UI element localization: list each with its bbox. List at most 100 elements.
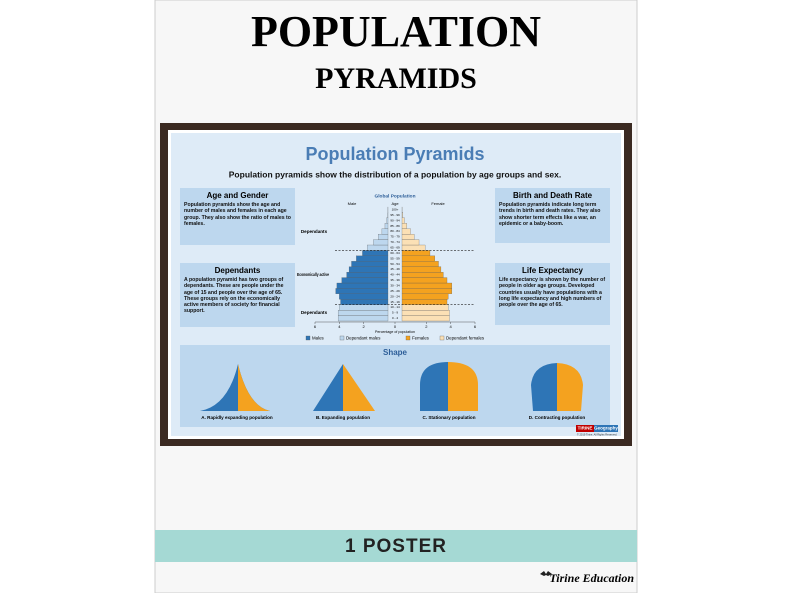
age-label: 5 - 9 <box>392 311 398 315</box>
age-label: 55 - 59 <box>390 256 400 260</box>
left-label: Male <box>348 201 357 206</box>
chart-title: Global Population <box>374 193 415 199</box>
age-label: 40 - 44 <box>390 273 400 277</box>
bar <box>401 212 403 218</box>
bar <box>401 304 449 311</box>
info-box <box>495 188 610 243</box>
category-label: Age <box>391 201 399 206</box>
shape-b-right <box>343 364 375 411</box>
info-boxes: Age and Gender Population pyramids show t… <box>180 188 610 327</box>
bar <box>381 228 389 235</box>
info-box <box>180 263 295 327</box>
legend-swatch <box>405 335 411 341</box>
bar <box>401 310 450 316</box>
age-label: 35 - 39 <box>390 278 400 282</box>
bar <box>341 277 389 284</box>
age-label: 0 - 4 <box>392 316 398 320</box>
annotation: Economically active <box>297 272 329 277</box>
bar <box>401 266 442 273</box>
age-label: 45 - 49 <box>390 267 400 271</box>
butterfly-icon <box>540 571 552 576</box>
info-box-heading: Life Expectancy <box>522 266 583 275</box>
info-box-body: A population pyramid has two groups of d… <box>184 277 284 315</box>
bar <box>401 288 453 294</box>
info-box-text: Population pyramids show the age and num… <box>184 202 291 227</box>
bar <box>401 228 411 235</box>
bar <box>378 234 389 240</box>
age-label: 75 - 79 <box>390 235 400 239</box>
subtitle: PYRAMIDS <box>315 62 477 95</box>
logo-badge <box>576 425 594 432</box>
bar <box>401 277 448 284</box>
bar <box>401 299 448 305</box>
legend-label: Dependant females <box>446 336 485 341</box>
legend-label: Dependant males <box>346 336 381 341</box>
bar <box>401 282 453 289</box>
logo-subject: Geography <box>594 426 618 431</box>
info-box-text: Population pyramids indicate long term t… <box>499 202 601 227</box>
bar <box>337 310 389 316</box>
bar <box>339 293 389 300</box>
bar <box>339 304 389 311</box>
bar <box>336 282 389 289</box>
right-label: Female <box>431 201 445 206</box>
logo-subject-bg <box>594 425 618 432</box>
bar <box>401 315 450 322</box>
legend-label: Females <box>412 336 430 341</box>
info-box-body: Life expectancy is shown by the number o… <box>499 277 606 309</box>
annotation: Dependants <box>301 310 328 315</box>
shape-label: C. Stationary population <box>422 415 475 420</box>
info-box-body: Population pyramids indicate long term t… <box>499 202 601 227</box>
info-box <box>180 188 295 245</box>
info-box-heading: Dependants <box>215 266 261 275</box>
bar <box>401 272 444 278</box>
bar <box>367 244 389 251</box>
age-label: 15 - 19 <box>390 300 400 304</box>
age-label: 90 - 94 <box>390 218 400 222</box>
legend-label: Males <box>312 336 325 341</box>
age-label: 85 - 89 <box>390 224 400 228</box>
bar <box>373 239 389 246</box>
pyramid-chart: Global Population Male Female Age Dependants… <box>297 193 485 340</box>
x-tick-label: 6 <box>474 324 477 329</box>
shape-a-right <box>238 364 270 411</box>
x-tick-label: 0 <box>394 324 397 329</box>
bar <box>346 272 389 278</box>
info-box-body: Population pyramids show the age and num… <box>184 202 291 227</box>
bar <box>401 293 449 300</box>
banner <box>155 530 637 562</box>
bar <box>401 223 407 229</box>
info-box <box>495 263 610 325</box>
shape-label: B. Expanding population <box>316 415 370 420</box>
age-label: 20 - 24 <box>390 294 400 298</box>
shape-b-left <box>313 364 343 411</box>
logo-copyright: © 2019 Tirine. All Rights Reserved. <box>577 433 618 437</box>
age-label: 65 - 69 <box>390 246 400 250</box>
info-box-text: A population pyramid has two groups of d… <box>184 277 284 315</box>
shape-title: Shape <box>383 348 408 357</box>
bar <box>337 315 389 322</box>
age-label: 25 - 29 <box>390 289 400 293</box>
logo-brand: TIRINE <box>578 426 593 431</box>
info-box-heading: Age and Gender <box>207 191 269 200</box>
title: POPULATION <box>251 7 541 56</box>
annotation: Dependants <box>301 229 328 234</box>
x-axis-label: Percentage of population <box>375 330 415 334</box>
info-box-heading: Birth and Death Rate <box>513 191 593 200</box>
info-box-text: Life expectancy is shown by the number o… <box>499 277 606 309</box>
bar <box>401 261 439 267</box>
banner-text: 1 POSTER <box>345 536 447 557</box>
bar <box>384 223 389 229</box>
x-tick-label: 4 <box>450 324 453 329</box>
x-tick-label: 2 <box>363 324 366 329</box>
bar <box>362 250 389 256</box>
bar <box>356 255 389 262</box>
x-tick-label: 4 <box>338 324 341 329</box>
legend-swatch <box>439 335 445 341</box>
bar <box>401 239 420 246</box>
x-tick-label: 2 <box>425 324 428 329</box>
poster-title: Population Pyramids <box>305 144 484 164</box>
age-label: 10 - 14 <box>390 305 400 309</box>
age-label: 30 - 34 <box>390 284 400 288</box>
